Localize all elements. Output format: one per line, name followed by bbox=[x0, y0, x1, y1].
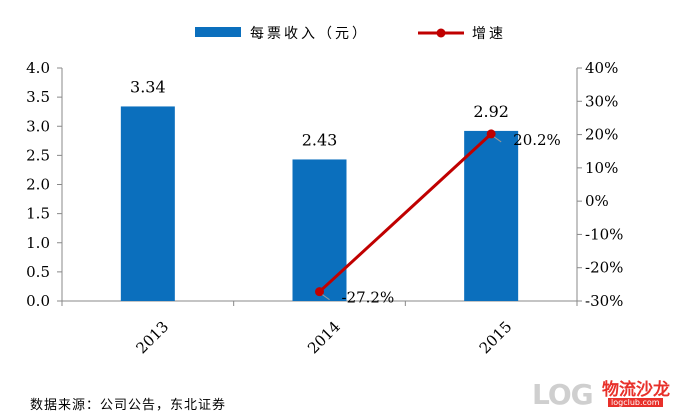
growth-leader bbox=[322, 294, 330, 301]
bar-value-label: 2.92 bbox=[473, 102, 509, 121]
right-tick-label: -30% bbox=[585, 292, 623, 310]
left-tick-label: 2.5 bbox=[26, 146, 50, 164]
left-tick-label: 1.5 bbox=[26, 205, 50, 223]
growth-leader bbox=[493, 136, 502, 143]
watermark-latin: LOG bbox=[532, 378, 594, 411]
axes: 0.0 0.5 1.0 1.5 2.0 2.5 3.0 3.5 4.0 -30% -20% -10% 0… bbox=[26, 59, 623, 357]
right-tick-label: -10% bbox=[585, 225, 623, 243]
left-tick-label: 2.0 bbox=[26, 176, 50, 194]
right-tick-label: 10% bbox=[585, 159, 618, 177]
source-note: 数据来源：公司公告，东北证券 bbox=[30, 398, 227, 413]
bar-value-label: 2.43 bbox=[302, 130, 338, 149]
right-tick-label: 0% bbox=[585, 192, 609, 210]
legend-line-label: 增速 bbox=[472, 26, 506, 42]
bar bbox=[120, 106, 175, 301]
x-tick-label: 2014 bbox=[304, 318, 344, 358]
left-tick-label: 3.0 bbox=[26, 117, 50, 135]
bars bbox=[120, 106, 519, 301]
right-tick-label: -20% bbox=[585, 259, 623, 277]
growth-value-label: -27.2% bbox=[342, 289, 395, 307]
left-tick-label: 3.5 bbox=[26, 88, 50, 106]
growth-line bbox=[315, 129, 496, 297]
bar bbox=[292, 159, 347, 301]
legend: 每票收入（元） 增速 bbox=[195, 26, 506, 42]
legend-bar-label: 每票收入（元） bbox=[250, 26, 369, 42]
growth-value-label: 20.2% bbox=[513, 131, 561, 149]
watermark-url: logclub.com bbox=[608, 398, 663, 407]
watermark-brand: 物流沙龙 bbox=[602, 380, 670, 400]
right-tick-label: 40% bbox=[585, 59, 618, 77]
left-tick-label: 1.0 bbox=[26, 234, 50, 252]
right-tick-label: 30% bbox=[585, 92, 618, 110]
left-tick-label: 4.0 bbox=[26, 59, 50, 77]
left-tick-label: 0.5 bbox=[26, 263, 50, 281]
growth-point bbox=[315, 287, 324, 297]
growth-line-path bbox=[318, 132, 493, 293]
bar-value-label: 3.34 bbox=[130, 77, 166, 96]
right-tick-label: 20% bbox=[585, 126, 618, 144]
x-tick-label: 2013 bbox=[132, 318, 172, 358]
x-tick-label: 2015 bbox=[476, 318, 516, 358]
growth-point bbox=[486, 129, 496, 139]
bar bbox=[464, 130, 519, 301]
legend-bar-swatch bbox=[195, 27, 241, 37]
left-tick-label: 0.0 bbox=[26, 292, 50, 310]
legend-line-marker bbox=[436, 28, 446, 38]
data-labels: 3.34 2.43 2.92 -27.2% 20.2% bbox=[130, 77, 561, 306]
